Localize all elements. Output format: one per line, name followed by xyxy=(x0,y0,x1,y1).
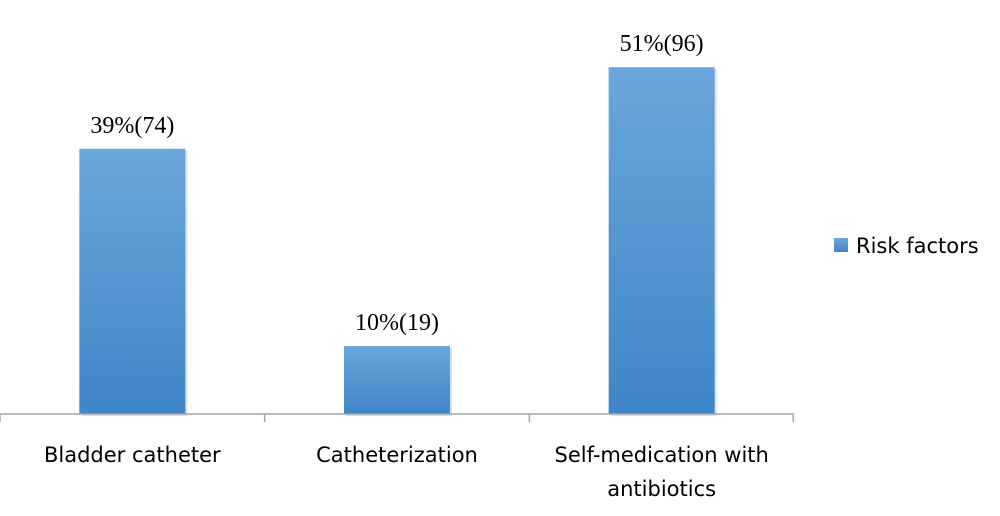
x-axis xyxy=(0,413,794,422)
bar-self-medication-with-antibiotics xyxy=(608,67,715,414)
category-label-self-medication-with-antibiotics-line-2: antibiotics xyxy=(607,477,716,501)
data-label-catheterization: 10%(19) xyxy=(355,310,439,336)
category-labels-group: Bladder catheter Catheterization Self-medi… xyxy=(44,443,769,501)
data-label-self-medication-with-antibiotics: 51%(96) xyxy=(620,31,704,57)
legend: Risk factors xyxy=(834,234,979,258)
category-label-self-medication-with-antibiotics-line-1: Self-medication with xyxy=(555,443,769,467)
data-label-bladder-catheter: 39%(74) xyxy=(90,113,174,139)
legend-swatch xyxy=(834,238,848,252)
category-label-bladder-catheter: Bladder catheter xyxy=(44,443,221,467)
bars-group xyxy=(79,67,717,417)
bar-bladder-catheter xyxy=(79,148,186,415)
legend-label-risk-factors: Risk factors xyxy=(856,234,979,258)
data-labels-group: 39%(74) 10%(19) 51%(96) xyxy=(90,31,703,336)
bar-catheterization xyxy=(344,346,450,414)
category-label-catheterization: Catheterization xyxy=(316,443,478,467)
